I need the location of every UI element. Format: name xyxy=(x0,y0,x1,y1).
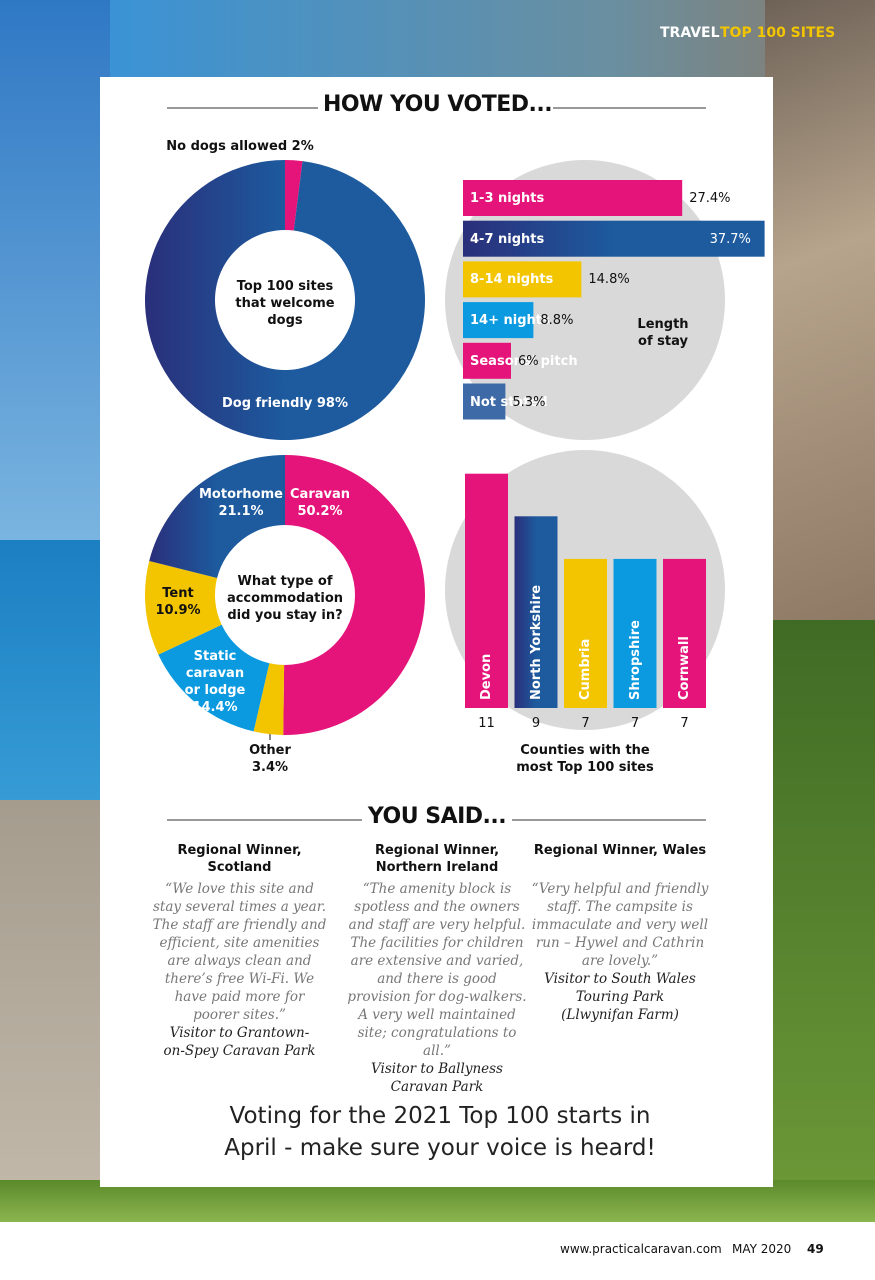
slice-value: 21.1% xyxy=(218,504,264,519)
bar-value: 7 xyxy=(680,716,689,731)
donut-slice xyxy=(149,455,285,579)
donut-slice xyxy=(145,160,426,440)
quote-title: Regional Winner, Wales xyxy=(533,843,707,858)
bar-label: Not stated xyxy=(470,394,548,410)
bar-value: 8.8% xyxy=(540,313,574,329)
bar-label: Seasonal pitch xyxy=(470,353,578,369)
bar-value: 37.7% xyxy=(709,231,751,247)
bar xyxy=(564,558,607,708)
quote-title: Regional Winner, Northern Ireland xyxy=(374,843,500,875)
bar-label: North Yorkshire xyxy=(528,584,544,700)
bar xyxy=(463,342,511,379)
bar-value: 6% xyxy=(518,353,539,369)
cliff xyxy=(765,0,875,640)
quote-text: “Very helpful and friendly staff. The ca… xyxy=(531,881,709,1023)
slice-value: 50.2% xyxy=(297,504,343,519)
bar-value: 11 xyxy=(478,716,495,731)
bar-value: 9 xyxy=(531,716,541,731)
bar xyxy=(465,473,508,708)
footer-page: 49 xyxy=(807,1242,824,1256)
bar-label: 14+ nights xyxy=(470,313,550,329)
quote-text: “We love this site and stay several time… xyxy=(152,881,327,1059)
donut-slice xyxy=(285,160,303,231)
slice-label: Other 3.4% xyxy=(249,743,291,775)
slice-value: 14.4% xyxy=(192,700,238,715)
bar xyxy=(463,383,506,420)
slice-value: 2% xyxy=(291,139,314,154)
footer-band xyxy=(0,1222,875,1280)
slice-label: Tent 10.9% xyxy=(155,586,201,618)
donut-slice xyxy=(253,663,285,735)
slice-value: 98% xyxy=(316,396,349,411)
ground xyxy=(0,1180,875,1225)
bar-value: 14.8% xyxy=(588,272,630,288)
slice-label: No dogs allowed 2% xyxy=(166,139,314,154)
subheading: YOU SAID... xyxy=(367,804,507,829)
bar-label: Cumbria xyxy=(578,638,593,700)
chart-title: Length of stay xyxy=(637,317,689,349)
slice-label: Dog friendly 98% xyxy=(221,396,349,411)
bar xyxy=(663,558,706,708)
slice-value: 10.9% xyxy=(155,603,201,618)
slice-value: 3.4% xyxy=(251,760,289,775)
center-label: Top 100 sites that welcome dogs xyxy=(235,279,335,328)
section-highlight: TOP 100 SITES xyxy=(720,25,836,41)
bar-label: Cornwall xyxy=(677,636,692,700)
center-label: What type of accommodation did you stay … xyxy=(226,574,344,623)
bar-value: 7 xyxy=(581,716,590,731)
bar xyxy=(613,558,657,708)
sea xyxy=(0,540,110,840)
bar xyxy=(514,516,558,708)
bar xyxy=(463,220,765,257)
bar-label: Shropshire xyxy=(627,620,643,700)
bar xyxy=(463,261,582,298)
donut-slice xyxy=(158,624,270,732)
sky xyxy=(0,0,110,540)
slice-label: Static caravan or lodge 14.4% xyxy=(184,649,246,715)
quote-title: Regional Winner, Scotland xyxy=(177,843,302,875)
bar xyxy=(463,180,683,216)
donut-slice xyxy=(145,561,222,655)
bar-value: 7 xyxy=(630,716,640,731)
section-label: TRAVEL xyxy=(660,25,720,41)
bar-label: Devon xyxy=(479,653,494,700)
quote-text: “The amenity block is spotless and the o… xyxy=(347,881,527,1095)
bar-value: 27.4% xyxy=(689,191,731,206)
donut-slice xyxy=(283,455,425,735)
call-to-action: Voting for the 2021 Top 100 starts in Ap… xyxy=(224,1103,656,1161)
bar-label: 8-14 nights xyxy=(470,272,554,288)
bar-label: 1-3 nights xyxy=(470,191,545,206)
quote-attribution: Visitor to Ballyness Caravan Park xyxy=(371,1061,503,1095)
bar xyxy=(463,302,534,339)
bar-value: 5.3% xyxy=(512,394,546,410)
quote-attribution: Visitor to Grantown-on-Spey Caravan Park xyxy=(163,1025,316,1059)
chart-title: Counties with the most Top 100 sites xyxy=(516,743,654,775)
heading: HOW YOU VOTED... xyxy=(322,92,553,117)
slice-label: Motorhome 21.1% xyxy=(199,487,283,519)
slice-label: Caravan 50.2% xyxy=(290,487,350,519)
footer-website: www.practicalcaravan.com xyxy=(560,1242,722,1256)
quote-attribution: Visitor to South Wales Touring Park (Llw… xyxy=(544,971,696,1023)
grass xyxy=(765,620,875,1220)
bar-label: 4-7 nights xyxy=(470,231,545,247)
footer-issue: MAY 2020 xyxy=(732,1242,792,1256)
